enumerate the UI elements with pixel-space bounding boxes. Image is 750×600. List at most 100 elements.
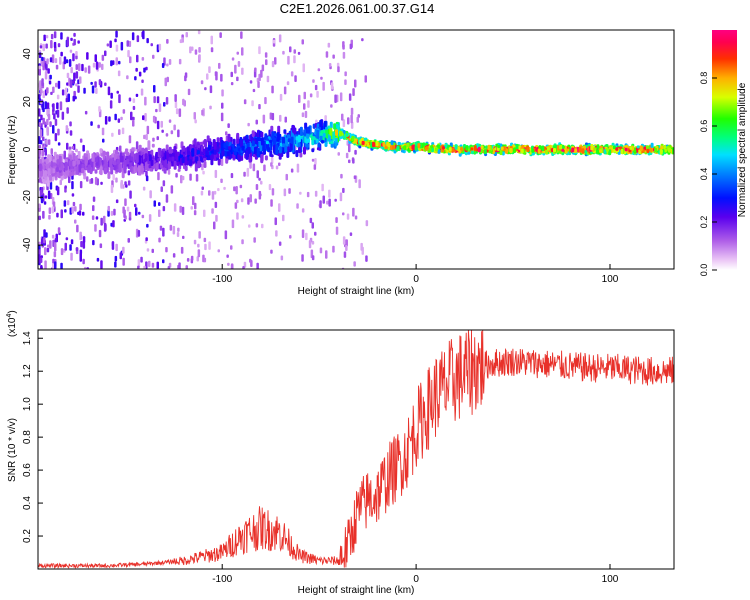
spectrogram-noise-cell xyxy=(109,100,113,109)
spectrogram-noise-cell xyxy=(57,43,61,48)
spectrogram-noise-cell xyxy=(278,162,281,166)
spectrogram-noise-cell xyxy=(204,243,207,251)
spectrogram-noise-cell xyxy=(328,189,331,198)
spectrogram-noise-cell xyxy=(70,67,73,74)
spectrogram-noise-cell xyxy=(161,129,164,133)
spectrogram-noise-cell xyxy=(138,211,141,215)
spectrogram-energy-cell xyxy=(106,151,110,161)
spectrogram-energy-cell xyxy=(659,149,663,155)
spectrogram-noise-cell xyxy=(255,223,259,228)
spectrogram-noise-cell xyxy=(158,237,161,243)
spectrogram-noise-cell xyxy=(42,43,45,52)
spectrogram-energy-cell xyxy=(50,160,54,168)
spectrogram-noise-cell xyxy=(158,209,161,217)
spectrogram-noise-cell xyxy=(38,203,41,208)
spectrogram-noise-cell xyxy=(214,169,218,178)
spectrogram-noise-cell xyxy=(168,59,172,65)
spectrogram-noise-cell xyxy=(262,114,266,124)
spectrogram-noise-cell xyxy=(213,221,216,230)
spectrogram-noise-cell xyxy=(39,140,43,145)
spectrogram-noise-cell xyxy=(143,67,146,73)
spectrogram-noise-cell xyxy=(311,255,315,261)
spectrogram-energy-cell xyxy=(581,148,585,154)
spectrogram-noise-cell xyxy=(44,260,47,269)
spectrogram-noise-cell xyxy=(308,240,312,249)
spectrogram-noise-cell xyxy=(247,122,250,127)
spectrogram-energy-cell xyxy=(186,156,190,161)
spectrogram-energy-cell xyxy=(267,147,271,153)
spectrogram-energy-cell xyxy=(143,159,147,163)
snr-ytick-label: 0.2 xyxy=(22,529,33,543)
spectrogram-energy-cell xyxy=(237,147,241,152)
spectrogram-energy-cell xyxy=(81,167,85,174)
spectrogram-energy-cell xyxy=(435,147,438,152)
spectrogram-noise-cell xyxy=(227,262,230,266)
spectrogram-noise-cell xyxy=(45,139,48,145)
spectrogram-noise-cell xyxy=(41,78,44,87)
spectrogram-energy-cell xyxy=(223,142,227,149)
spectrogram-noise-cell xyxy=(253,237,256,243)
spectrogram-noise-cell xyxy=(346,213,350,220)
spectrogram-noise-cell xyxy=(354,79,357,88)
spectrogram-noise-cell xyxy=(152,115,156,123)
spectrogram-energy-cell xyxy=(509,148,513,154)
spectrogram-energy-cell xyxy=(213,141,217,150)
spectrogram-noise-cell xyxy=(110,184,114,193)
spectrogram-energy-cell xyxy=(578,147,582,153)
spectrogram-noise-cell xyxy=(290,168,294,173)
spectrogram-noise-cell xyxy=(45,35,49,39)
spectrogram-noise-cell xyxy=(146,223,149,228)
spectrogram-noise-cell xyxy=(155,108,158,113)
spectrogram-noise-cell xyxy=(46,87,49,94)
spectrogram-noise-cell xyxy=(157,172,160,181)
spectrogram-noise-cell xyxy=(181,206,185,215)
spectrogram-energy-cell xyxy=(99,166,103,176)
spectrogram-noise-cell xyxy=(122,109,126,114)
spectrogram-energy-cell xyxy=(228,146,232,150)
spectrogram-energy-cell xyxy=(425,146,429,150)
spectrogram-energy-cell xyxy=(402,146,406,150)
spectrogram-noise-cell xyxy=(336,62,340,68)
spectrogram-noise-cell xyxy=(305,232,308,241)
spectrogram-energy-cell xyxy=(559,144,563,150)
spectrogram-energy-cell xyxy=(590,145,594,151)
spectrogram-noise-cell xyxy=(296,203,299,209)
spectrogram-noise-cell xyxy=(302,63,305,73)
spectrogram-noise-cell xyxy=(115,57,118,66)
spectrogram-energy-cell xyxy=(330,140,334,144)
spectrogram-noise-cell xyxy=(98,106,101,112)
spectrogram-noise-cell xyxy=(112,220,115,228)
spectrogram-energy-cell xyxy=(131,147,135,152)
spectrogram-energy-cell xyxy=(227,133,231,143)
spectrogram-noise-cell xyxy=(249,258,252,263)
spectrogram-noise-cell xyxy=(43,34,46,42)
spectrogram-noise-cell xyxy=(116,90,119,94)
spectrogram-energy-cell xyxy=(556,145,560,151)
spectrogram-noise-cell xyxy=(118,129,121,135)
spectrogram-energy-cell xyxy=(171,156,175,162)
spectrogram-energy-cell xyxy=(52,168,56,174)
spectrogram-noise-cell xyxy=(168,119,172,123)
spectrogram-energy-cell xyxy=(312,136,316,140)
spectrogram-noise-cell xyxy=(316,90,319,98)
spectrogram-energy-cell xyxy=(414,145,418,151)
spectrogram-energy-cell xyxy=(137,165,141,176)
spectrogram-noise-cell xyxy=(186,258,190,262)
spectrogram-energy-cell xyxy=(244,137,248,143)
spectrogram-energy-cell xyxy=(333,123,337,130)
spectrogram-noise-cell xyxy=(49,240,52,249)
spectrogram-noise-cell xyxy=(365,255,368,262)
spectrogram-energy-cell xyxy=(176,161,180,166)
spectrogram-noise-cell xyxy=(348,93,352,101)
spectrogram-noise-cell xyxy=(128,40,132,47)
spectrogram-noise-cell xyxy=(162,227,165,237)
spectrogram-noise-cell xyxy=(193,210,197,216)
spectrogram-noise-cell xyxy=(47,190,51,198)
snr-ytick-label: 1.2 xyxy=(22,364,33,378)
spectrogram-energy-cell xyxy=(118,164,122,173)
spectrogram-energy-cell xyxy=(247,146,251,154)
spectrogram-energy-cell xyxy=(135,153,139,163)
snr-xtick-label: 100 xyxy=(602,574,619,585)
spectrogram-noise-cell xyxy=(38,247,41,256)
spectrogram-noise-cell xyxy=(135,93,139,97)
